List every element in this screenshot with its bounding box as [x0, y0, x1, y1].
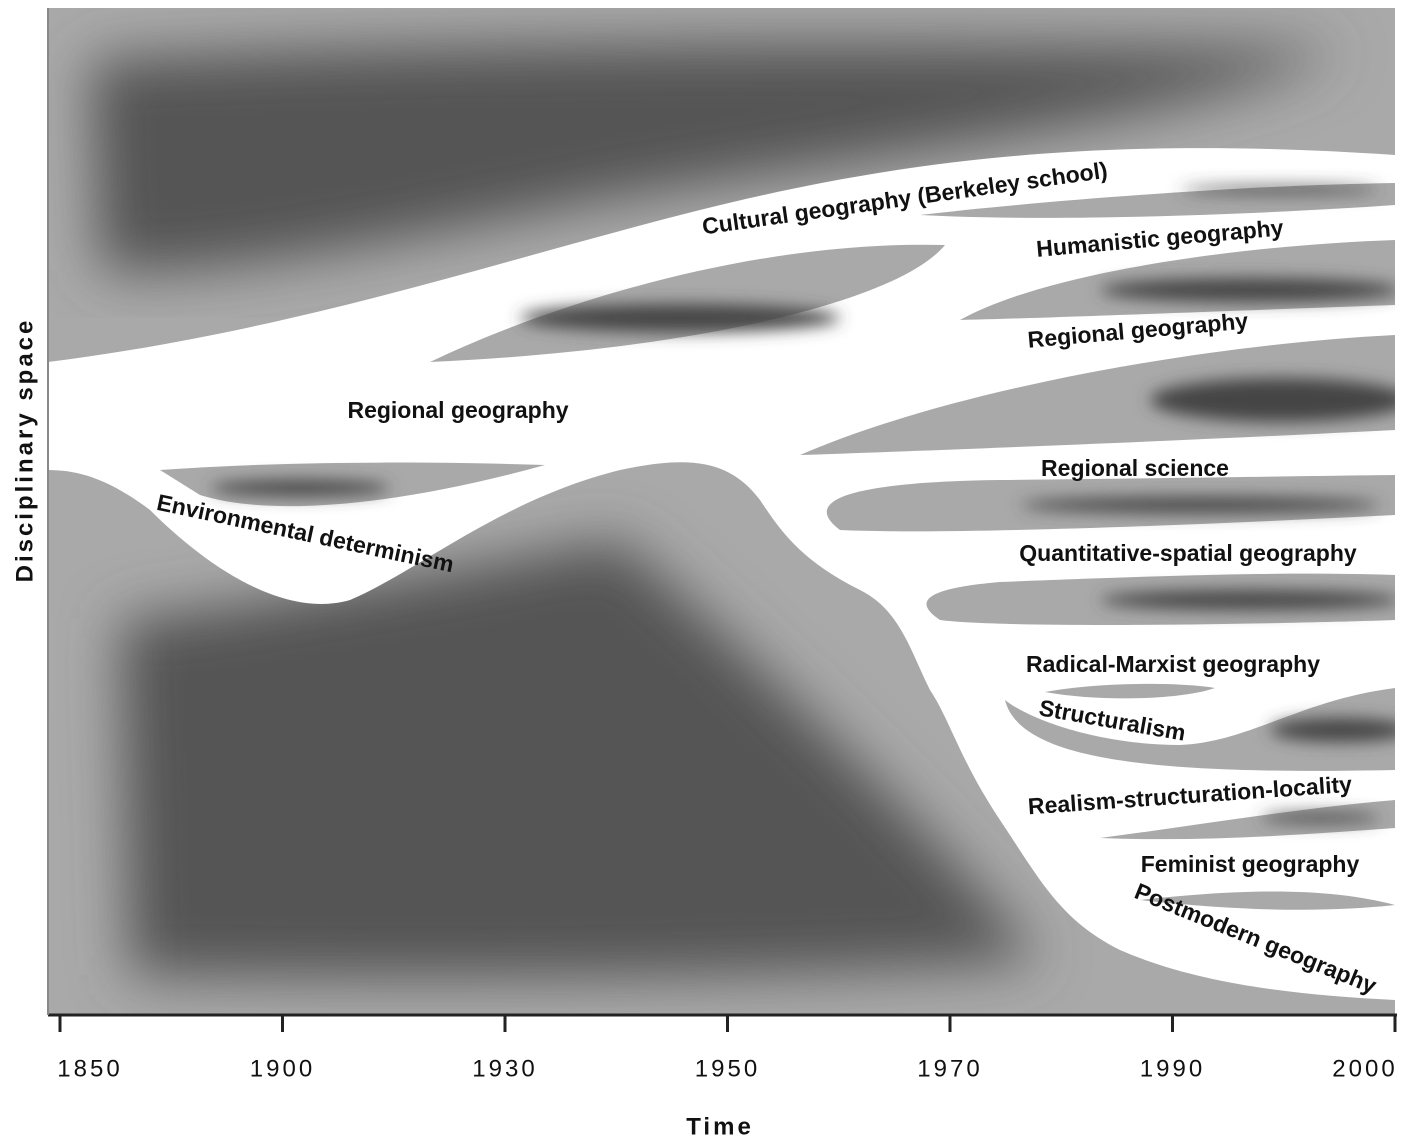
stream-label: Feminist geography	[1141, 851, 1360, 877]
x-axis-label: Time	[686, 1113, 754, 1140]
stream-label: Quantitative-spatial geography	[1019, 540, 1357, 566]
y-axis-label: Disciplinary space	[11, 318, 38, 583]
tick-label: 1850	[57, 1055, 122, 1082]
tick-label: 1970	[917, 1055, 982, 1082]
diagram: Time Disciplinary space 1850 1900 1930 1950…	[0, 0, 1402, 1142]
tick-label: 1930	[472, 1055, 537, 1082]
tick-label: 1900	[250, 1055, 315, 1082]
stream-label: Regional geography	[347, 397, 568, 423]
tick-label: 1950	[695, 1055, 760, 1082]
stream-label: Regional science	[1041, 455, 1229, 481]
tick-label: 2000	[1332, 1055, 1397, 1082]
x-ticks: 1850 1900 1930 1950 1970 1990 2000	[57, 1015, 1397, 1082]
tick-label: 1990	[1140, 1055, 1205, 1082]
stream-label: Radical-Marxist geography	[1026, 651, 1320, 677]
